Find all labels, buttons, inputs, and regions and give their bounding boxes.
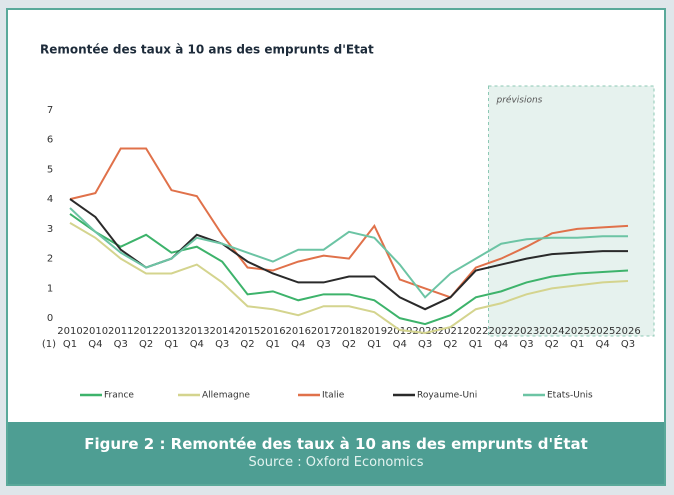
x-tick-year: 2023 [514, 326, 539, 337]
y-tick-label: 5 [47, 164, 53, 175]
x-tick-quarter: Q4 [291, 339, 305, 350]
x-tick-quarter: Q2 [443, 339, 457, 350]
chart: Remontée des taux à 10 ans des emprunts … [40, 43, 655, 401]
series-line [69, 147, 629, 299]
caption-source: Source : Oxford Economics [248, 455, 424, 470]
x-tick-quarter: Q4 [494, 339, 508, 350]
x-tick-quarter: Q4 [190, 339, 204, 350]
x-tick-year: 2013 [184, 326, 209, 337]
legend-label: Allemagne [202, 391, 250, 401]
x-tick-year: 2012 [133, 326, 158, 337]
x-note: (1) [42, 339, 56, 350]
x-tick-quarter: Q1 [164, 339, 178, 350]
x-tick-year: 2022 [463, 326, 488, 337]
x-tick-quarter: Q1 [570, 339, 584, 350]
x-tick-quarter: Q1 [63, 339, 77, 350]
chart-title: Remontée des taux à 10 ans des emprunts … [40, 43, 374, 57]
series-line [69, 222, 629, 335]
caption-title: Figure 2 : Remontée des taux à 10 ans de… [84, 435, 588, 453]
x-tick-quarter: Q3 [519, 339, 533, 350]
x-tick-quarter: Q4 [596, 339, 610, 350]
forecast-zone [488, 85, 655, 337]
x-tick-year: 2011 [108, 326, 133, 337]
x-tick-year: 2017 [311, 326, 336, 337]
x-tick-year: 2025 [590, 326, 615, 337]
y-tick-label: 3 [47, 224, 53, 235]
caption: Figure 2 : Remontée des taux à 10 ans de… [8, 422, 664, 484]
forecast-label: prévisions [496, 95, 543, 106]
x-tick-year: 2019 [362, 326, 387, 337]
x-tick-year: 2019 [387, 326, 412, 337]
x-tick-year: 2015 [235, 326, 260, 337]
x-tick-year: 2010 [57, 326, 82, 337]
x-tick-quarter: Q2 [139, 339, 153, 350]
series-line [69, 207, 628, 299]
x-tick-quarter: Q2 [545, 339, 559, 350]
y-tick-label: 1 [47, 283, 53, 294]
legend-label: Etats-Unis [547, 391, 593, 401]
y-tick-label: 2 [47, 254, 53, 265]
x-tick-quarter: Q3 [114, 339, 128, 350]
x-tick-quarter: Q1 [469, 339, 483, 350]
x-tick-year: 2016 [286, 326, 311, 337]
x-tick-quarter: Q1 [266, 339, 280, 350]
x-tick-quarter: Q3 [621, 339, 635, 350]
x-tick-year: 2010 [83, 326, 108, 337]
y-tick-label: 4 [47, 194, 53, 205]
x-tick-year: 2021 [438, 326, 463, 337]
series-line [69, 213, 629, 326]
x-tick-year: 2022 [488, 326, 513, 337]
legend-label: Italie [322, 391, 345, 401]
x-tick-year: 2024 [539, 326, 564, 337]
card: Remontée des taux à 10 ans des emprunts … [6, 8, 666, 486]
x-tick-year: 2013 [159, 326, 184, 337]
x-tick-year: 2020 [412, 326, 437, 337]
x-tick-quarter: Q4 [88, 339, 102, 350]
x-tick-year: 2016 [260, 326, 285, 337]
x-tick-quarter: Q2 [342, 339, 356, 350]
x-tick-year: 2014 [209, 326, 234, 337]
x-tick-year: 2026 [615, 326, 640, 337]
y-tick-label: 0 [47, 313, 53, 324]
x-tick-quarter: Q1 [367, 339, 381, 350]
x-tick-quarter: Q2 [240, 339, 254, 350]
x-tick-quarter: Q3 [215, 339, 229, 350]
y-tick-label: 6 [47, 135, 53, 146]
legend-label: Royaume-Uni [417, 391, 477, 401]
y-tick-label: 7 [47, 105, 53, 116]
x-tick-year: 2018 [336, 326, 361, 337]
x-tick-year: 2025 [565, 326, 590, 337]
x-tick-quarter: Q4 [393, 339, 407, 350]
x-tick-quarter: Q3 [418, 339, 432, 350]
x-tick-quarter: Q3 [317, 339, 331, 350]
legend-label: France [104, 391, 134, 401]
